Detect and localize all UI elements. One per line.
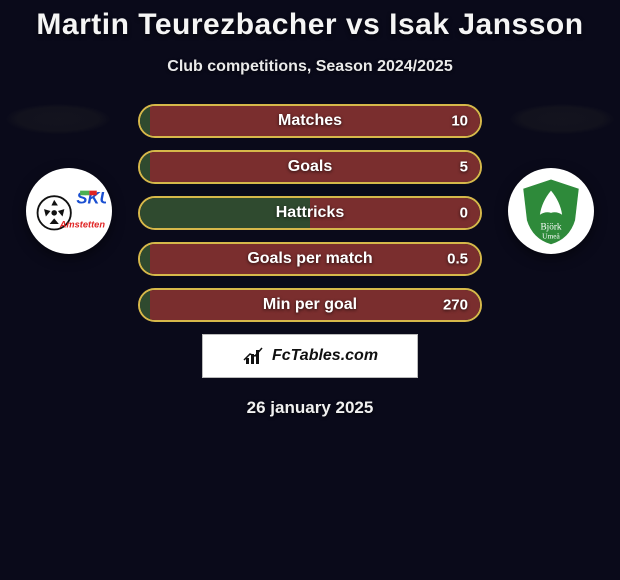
- stat-row: Goals per match 0.5: [138, 242, 482, 276]
- stat-row: Goals 5: [138, 150, 482, 184]
- stat-value-right: 270: [443, 297, 468, 314]
- stat-fill-left: [140, 290, 150, 320]
- stat-row: Hattricks 0: [138, 196, 482, 230]
- stat-label: Goals: [288, 158, 332, 176]
- comparison-arena: SKU Amstetten Björk Umeå Matches 10 Goals 5…: [0, 104, 620, 418]
- subtitle: Club competitions, Season 2024/2025: [0, 58, 620, 76]
- stat-value-right: 0.5: [447, 251, 468, 268]
- brand-text: FcTables.com: [272, 347, 378, 365]
- stat-row: Matches 10: [138, 104, 482, 138]
- player-shadow-left: [6, 104, 110, 134]
- stat-value-right: 5: [460, 159, 468, 176]
- stat-label: Matches: [278, 112, 342, 130]
- stat-label: Goals per match: [247, 250, 372, 268]
- club-badge-right: Björk Umeå: [508, 168, 594, 254]
- stat-fill-left: [140, 106, 150, 136]
- club-logo-right-icon: Björk Umeå: [514, 174, 588, 248]
- stat-label: Hattricks: [276, 204, 344, 222]
- club-badge-left: SKU Amstetten: [26, 168, 112, 254]
- stat-row: Min per goal 270: [138, 288, 482, 322]
- bar-chart-icon: [242, 346, 266, 366]
- player-shadow-right: [510, 104, 614, 134]
- svg-text:Amstetten: Amstetten: [59, 220, 106, 230]
- stat-fill-left: [140, 152, 150, 182]
- stat-value-right: 0: [460, 205, 468, 222]
- club-logo-left-icon: SKU Amstetten: [32, 174, 106, 248]
- stat-fill-left: [140, 244, 150, 274]
- page-title: Martin Teurezbacher vs Isak Jansson: [0, 0, 620, 42]
- stat-label: Min per goal: [263, 296, 357, 314]
- svg-text:Umeå: Umeå: [542, 232, 560, 241]
- brand-attribution: FcTables.com: [202, 334, 418, 378]
- stat-rows: Matches 10 Goals 5 Hattricks 0 Goals per match…: [138, 104, 482, 322]
- stat-value-right: 10: [451, 113, 468, 130]
- date-text: 26 january 2025: [0, 398, 620, 418]
